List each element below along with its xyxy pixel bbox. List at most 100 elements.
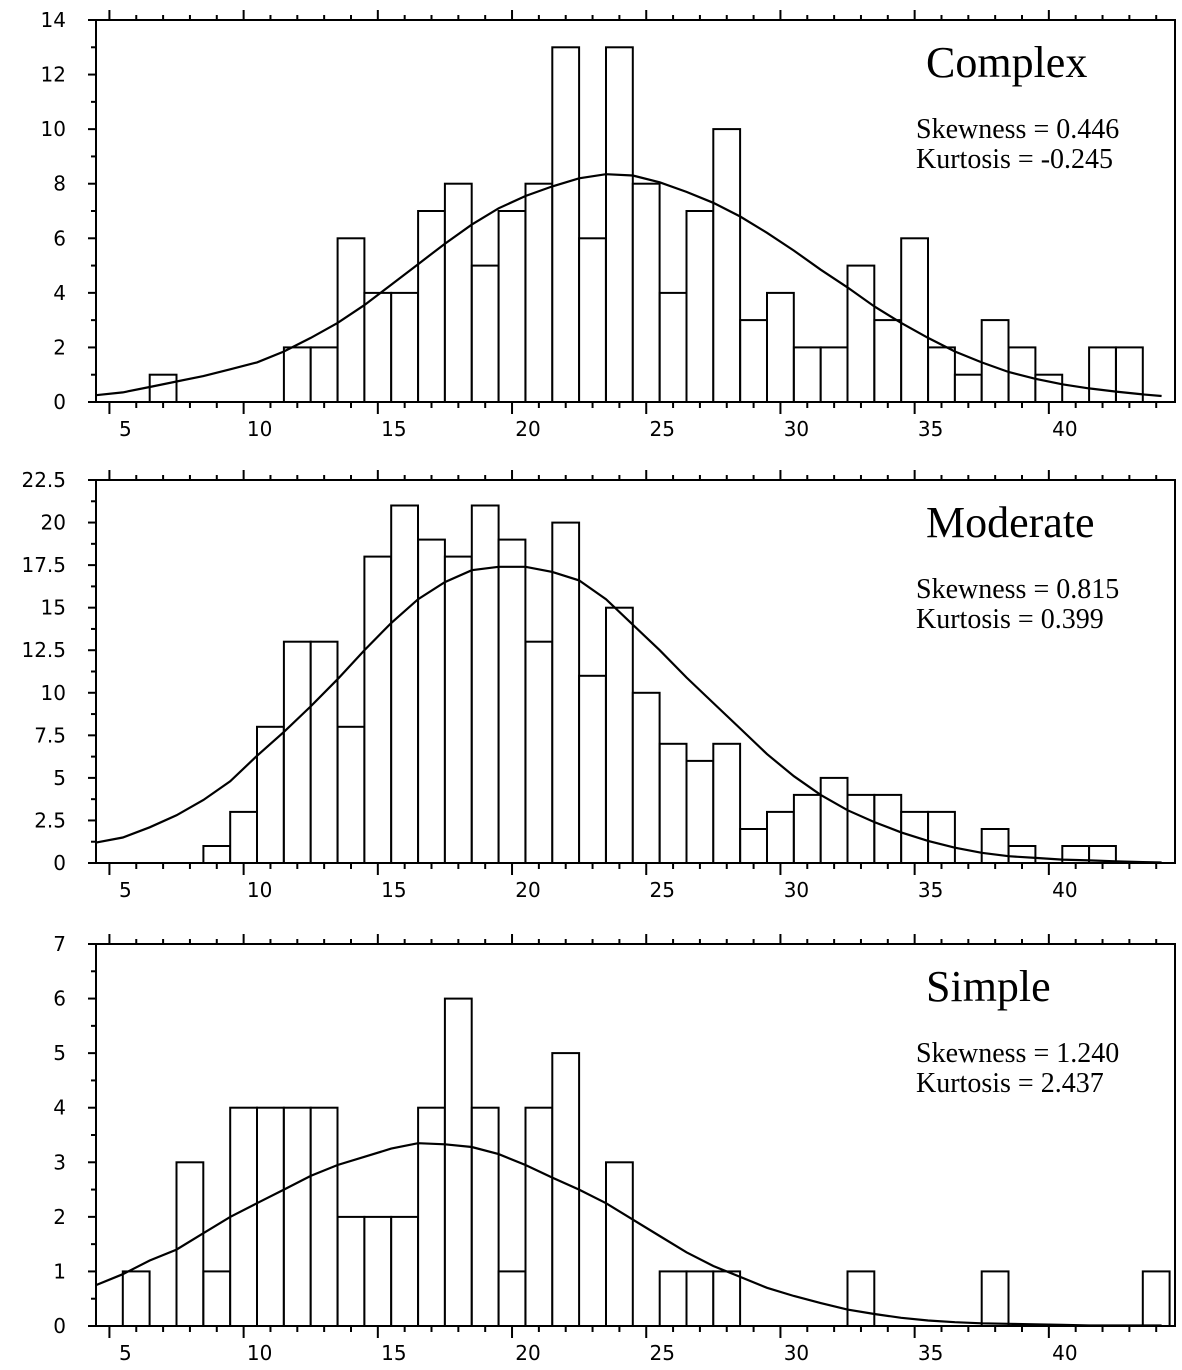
y-tick-label: 4 bbox=[53, 281, 66, 305]
histogram-bar bbox=[443, 182, 473, 403]
histogram-bar bbox=[819, 776, 849, 865]
y-tick-label: 1 bbox=[53, 1259, 66, 1283]
histogram-bar bbox=[390, 504, 420, 864]
histogram-bar bbox=[336, 725, 366, 864]
histogram-bar bbox=[631, 182, 661, 403]
x-tick-label: 20 bbox=[515, 417, 540, 441]
y-tick-label: 5 bbox=[53, 1041, 66, 1065]
histogram-bar bbox=[1007, 845, 1037, 864]
x-tick-label: 30 bbox=[784, 1341, 809, 1365]
skewness-annotation: Skewness = 0.446 bbox=[916, 114, 1119, 145]
y-tick-label: 17.5 bbox=[21, 553, 66, 577]
x-tick-label: 40 bbox=[1052, 1341, 1077, 1365]
x-tick-label: 15 bbox=[381, 417, 406, 441]
y-tick-label: 6 bbox=[53, 987, 66, 1011]
histogram-bar bbox=[390, 291, 420, 403]
histogram-bar bbox=[605, 606, 634, 865]
histogram-bar bbox=[524, 182, 554, 403]
histogram-bar bbox=[846, 793, 876, 865]
y-tick-label: 3 bbox=[53, 1150, 66, 1174]
x-tick-label: 40 bbox=[1052, 878, 1077, 902]
x-tick-label: 5 bbox=[119, 417, 132, 441]
histogram-bar bbox=[282, 346, 312, 403]
x-tick-label: 5 bbox=[119, 878, 132, 902]
histogram-bar bbox=[282, 640, 312, 865]
histogram-bar bbox=[282, 1106, 312, 1327]
histogram-bar bbox=[524, 640, 554, 865]
x-tick-label: 20 bbox=[515, 878, 540, 902]
y-tick-label: 15 bbox=[41, 596, 66, 620]
histogram-bar bbox=[417, 538, 446, 864]
histogram-bar bbox=[1141, 1270, 1171, 1328]
y-tick-label: 12 bbox=[41, 63, 66, 87]
histogram-bar bbox=[605, 1161, 634, 1328]
histogram-bar bbox=[417, 1106, 446, 1327]
histogram-bar bbox=[846, 264, 876, 403]
histogram-bar bbox=[470, 264, 500, 403]
histogram-bar bbox=[202, 1270, 232, 1328]
histogram-bar bbox=[712, 128, 742, 403]
y-tick-label: 10 bbox=[41, 681, 66, 705]
histogram-bar bbox=[980, 828, 1010, 864]
histogram-bar bbox=[766, 291, 795, 403]
x-tick-label: 10 bbox=[247, 1341, 272, 1365]
kurtosis-annotation: Kurtosis = -0.245 bbox=[916, 144, 1113, 175]
histogram-bar bbox=[363, 1215, 393, 1328]
x-tick-label: 35 bbox=[918, 1341, 943, 1365]
histogram-bar bbox=[309, 640, 339, 865]
histogram-bar bbox=[927, 346, 956, 403]
histogram-bar bbox=[524, 1106, 554, 1327]
y-tick-label: 0 bbox=[53, 390, 66, 414]
x-tick-label: 15 bbox=[381, 878, 406, 902]
histogram-bar bbox=[497, 538, 527, 864]
histogram-bar bbox=[631, 691, 661, 864]
y-tick-label: 7.5 bbox=[34, 723, 66, 747]
histogram-bar bbox=[497, 210, 527, 403]
y-tick-label: 5 bbox=[53, 766, 66, 790]
x-tick-label: 40 bbox=[1052, 417, 1077, 441]
y-tick-label: 0 bbox=[53, 851, 66, 875]
x-tick-label: 15 bbox=[381, 1341, 406, 1365]
histogram-bar bbox=[256, 725, 285, 864]
histogram-bar bbox=[309, 1106, 339, 1327]
histogram-bar bbox=[578, 674, 607, 864]
histogram-bar bbox=[658, 291, 688, 403]
histogram-bar bbox=[766, 810, 795, 865]
y-tick-label: 10 bbox=[41, 117, 66, 141]
histogram-bar bbox=[363, 291, 393, 403]
x-tick-label: 35 bbox=[918, 878, 943, 902]
y-tick-label: 22.5 bbox=[21, 468, 66, 492]
histogram-bar bbox=[578, 237, 607, 403]
histogram-bar bbox=[605, 46, 634, 404]
density-curve bbox=[95, 1142, 1162, 1327]
x-tick-label: 5 bbox=[119, 1341, 132, 1365]
histogram-bar bbox=[363, 555, 393, 864]
x-tick-label: 25 bbox=[650, 417, 675, 441]
histogram-bar bbox=[229, 1106, 258, 1327]
histogram-bar bbox=[1088, 346, 1117, 403]
histogram-bar bbox=[470, 1106, 500, 1327]
y-tick-label: 2 bbox=[53, 335, 66, 359]
histogram-bar bbox=[336, 1215, 366, 1328]
histogram-bar bbox=[712, 742, 742, 864]
panel-moderate: 0 2.5 5 7.5 10 12.5 15 17.5 20 22.5 5 10 15 20 25 30 35 4… bbox=[21, 468, 1176, 902]
histogram-bar bbox=[980, 319, 1010, 404]
histogram-bar bbox=[739, 319, 769, 404]
histogram-bar bbox=[658, 1270, 688, 1328]
histogram-bar bbox=[202, 845, 232, 864]
histogram-bar bbox=[175, 1161, 205, 1328]
y-tick-label: 7 bbox=[53, 932, 66, 956]
density-curve bbox=[95, 173, 1162, 398]
histogram-bar bbox=[792, 346, 822, 403]
histogram-bar bbox=[873, 793, 903, 865]
histogram-bar bbox=[121, 1270, 151, 1328]
histogram-bar bbox=[443, 997, 473, 1327]
x-tick-label: 25 bbox=[650, 878, 675, 902]
y-tick-label: 4 bbox=[53, 1096, 66, 1120]
histogram-bar bbox=[390, 1215, 420, 1328]
histogram-bar bbox=[873, 319, 903, 404]
kurtosis-annotation: Kurtosis = 2.437 bbox=[916, 1068, 1104, 1099]
skewness-annotation: Skewness = 0.815 bbox=[916, 574, 1119, 605]
panel-complex: 0 2 4 6 8 10 12 14 5 10 15 20 25 30 35 40 Complex Skewnes… bbox=[41, 8, 1176, 441]
x-tick-label: 35 bbox=[918, 417, 943, 441]
